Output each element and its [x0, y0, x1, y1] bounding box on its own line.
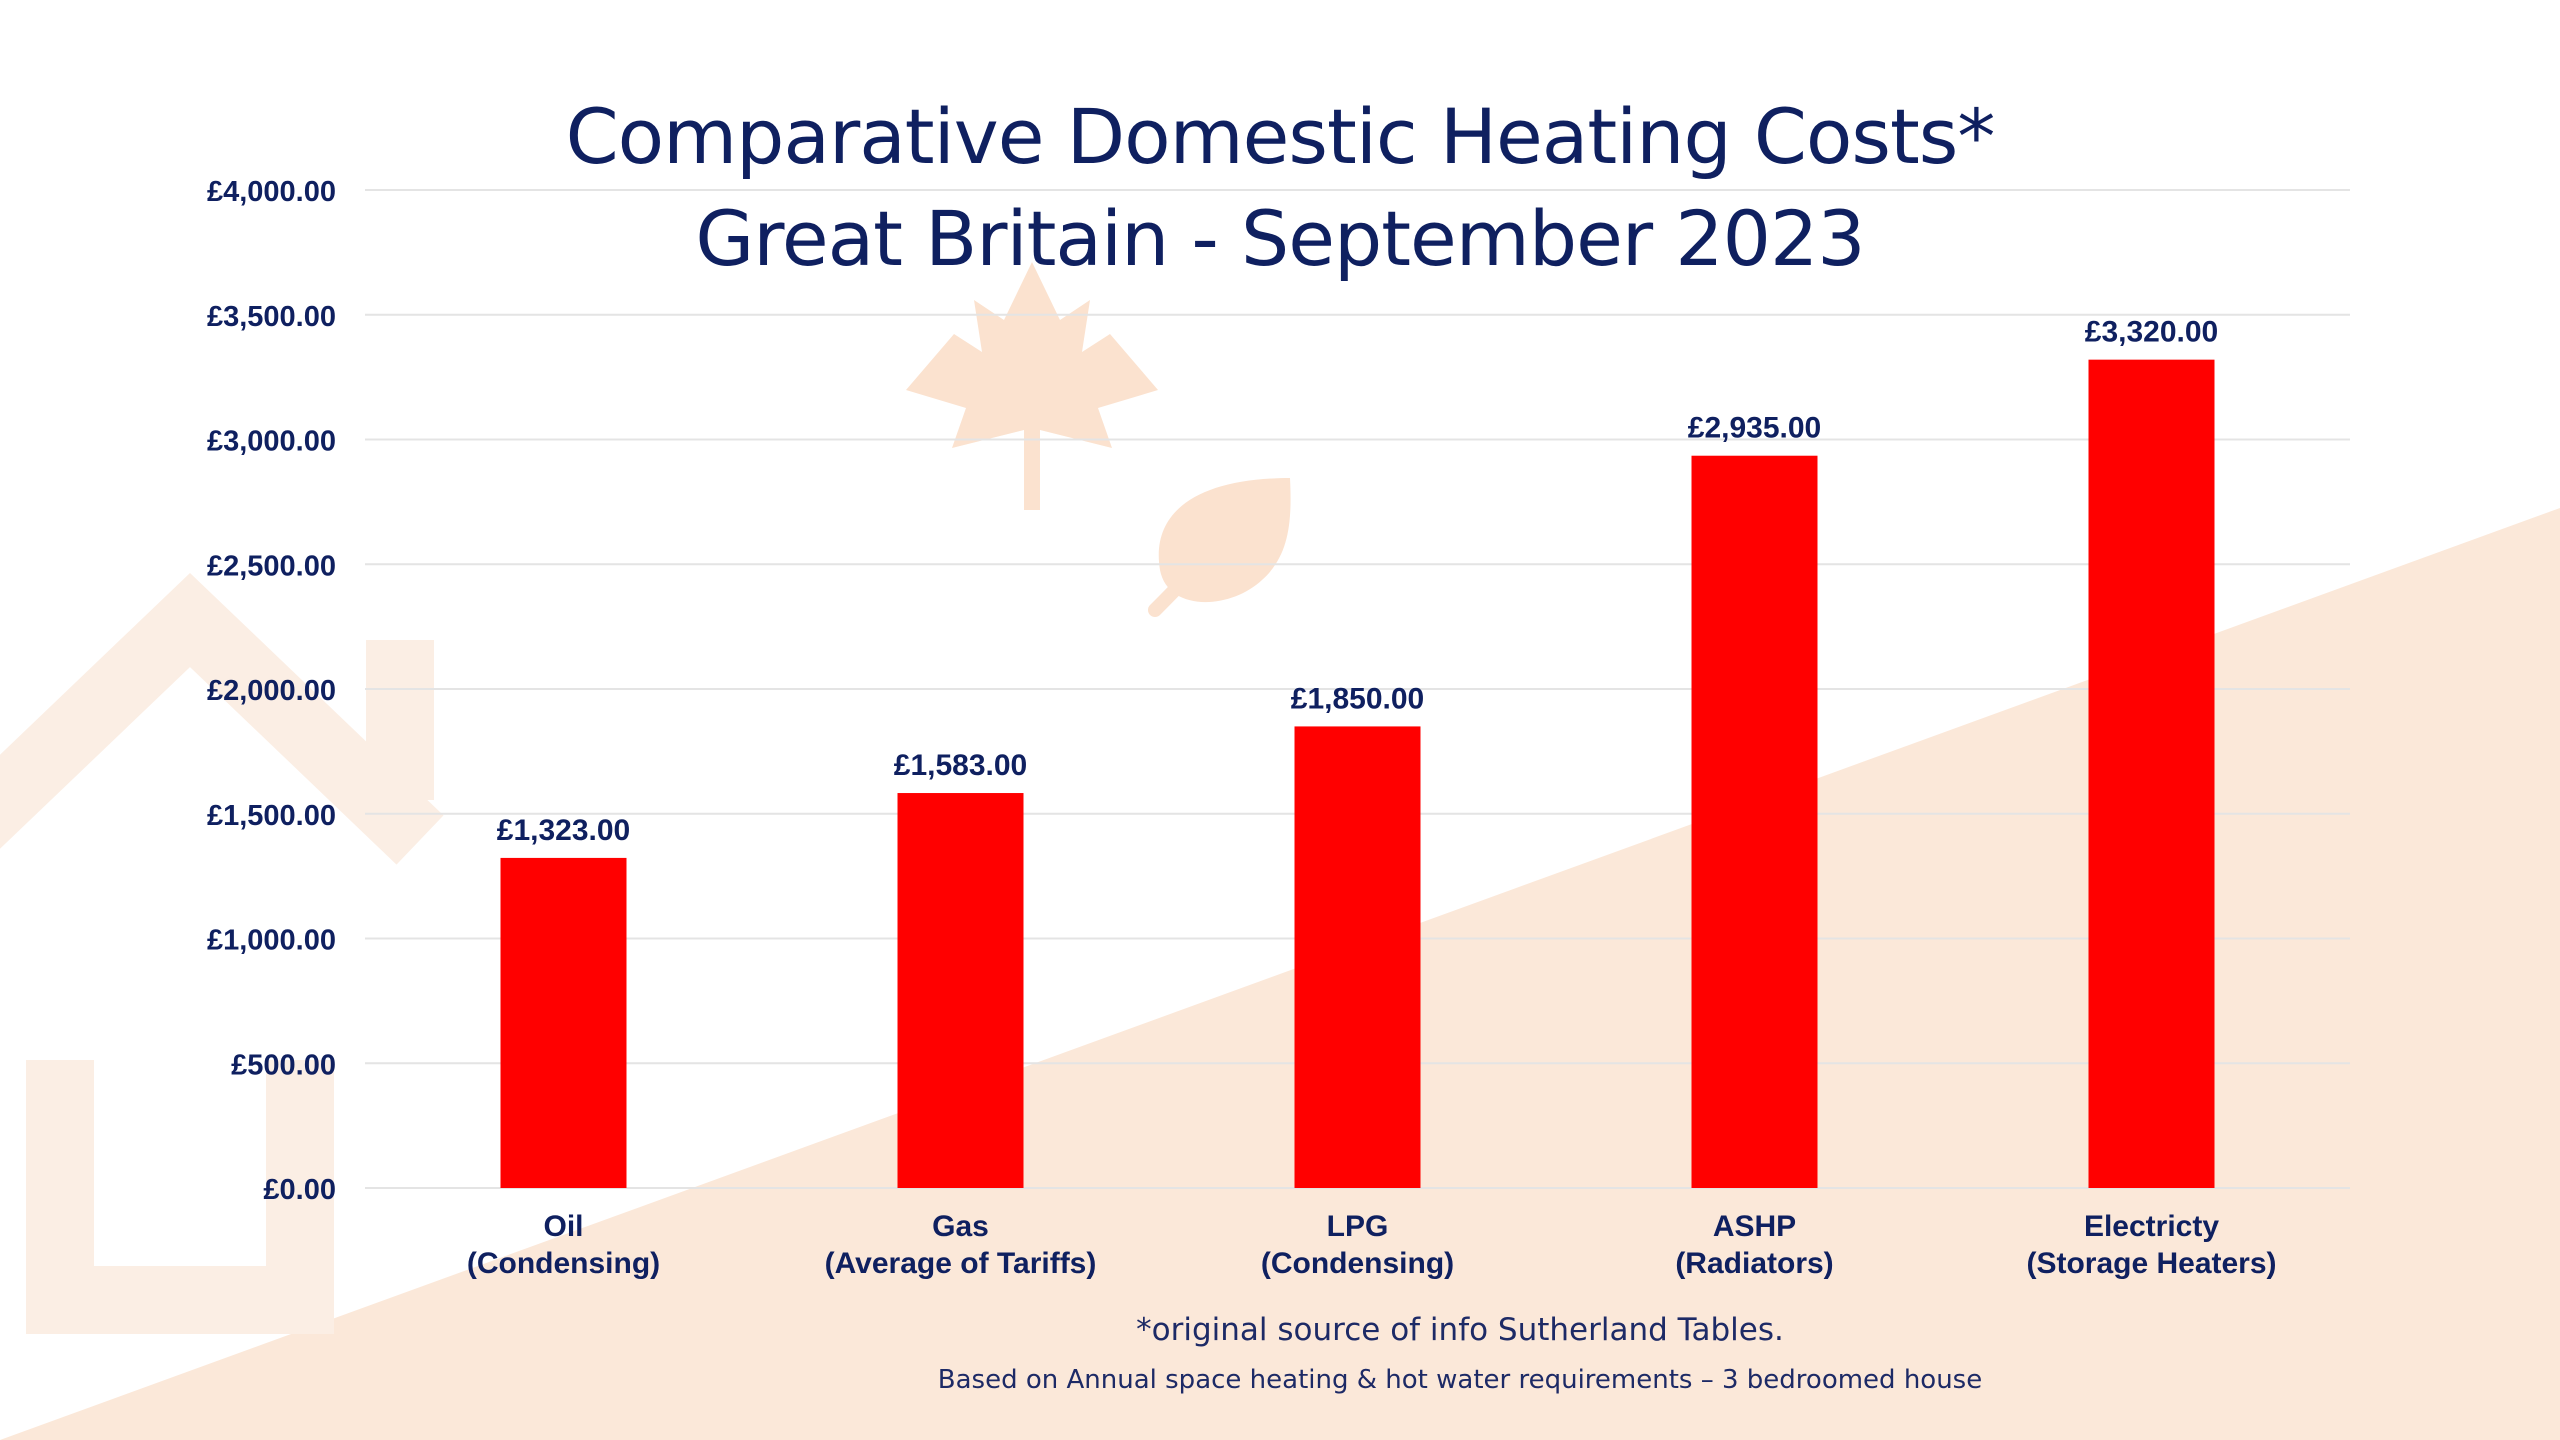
bar: [1691, 455, 1818, 1188]
y-axis: £0.00 £500.00 £1,000.00 £1,500.00 £2,000.00 £…: [207, 176, 336, 1206]
chart-subtitle: Great Britain - September 2023: [695, 194, 1865, 283]
bar: [500, 857, 627, 1188]
bar-value-label: £1,850.00: [1291, 682, 1424, 715]
maple-leaf-icon: [906, 262, 1158, 510]
y-tick-label: £4,000.00: [207, 176, 336, 208]
basis-footnote: Based on Annual space heating & hot wate…: [937, 1365, 1983, 1395]
y-tick-label: £3,500.00: [207, 301, 336, 333]
bar: [897, 793, 1024, 1188]
x-tick-label: (Storage Heaters): [2026, 1247, 2276, 1280]
bar-value-label: £3,320.00: [2085, 316, 2218, 349]
y-tick-label: £1,000.00: [207, 925, 336, 957]
y-tick-label: £2,000.00: [207, 675, 336, 707]
x-tick-label: (Average of Tariffs): [825, 1247, 1097, 1280]
y-tick-label: £1,500.00: [207, 800, 336, 832]
x-axis: Oil (Condensing) Gas (Average of Tariffs) LP…: [467, 1210, 2277, 1280]
bar-value-label: £2,935.00: [1688, 412, 1821, 445]
bars: [500, 359, 2215, 1188]
house-icon: [0, 572, 444, 1334]
bar: [1294, 726, 1421, 1188]
leaf-icon: [1148, 478, 1291, 617]
y-tick-label: £3,000.00: [207, 426, 336, 458]
bar-value-label: £1,323.00: [497, 814, 630, 847]
x-tick-label: Electricty: [2084, 1210, 2219, 1243]
source-footnote: *original source of info Sutherland Tabl…: [1136, 1312, 1784, 1348]
x-tick-label: LPG: [1327, 1210, 1389, 1243]
x-tick-label: ASHP: [1713, 1210, 1796, 1243]
background-slope: [0, 508, 2560, 1440]
x-tick-label: (Radiators): [1675, 1247, 1833, 1280]
x-tick-label: Oil: [543, 1210, 583, 1243]
x-tick-label: (Condensing): [1261, 1247, 1454, 1280]
y-tick-label: £0.00: [263, 1174, 336, 1206]
data-labels: £1,323.00 £1,583.00 £1,850.00 £2,935.00 £3,3…: [497, 316, 2218, 847]
bar: [2088, 359, 2215, 1188]
y-tick-label: £2,500.00: [207, 550, 336, 582]
x-tick-label: Gas: [932, 1210, 989, 1243]
bar-value-label: £1,583.00: [894, 749, 1027, 782]
y-tick-label: £500.00: [231, 1049, 336, 1081]
x-tick-label: (Condensing): [467, 1247, 660, 1280]
chart-title: Comparative Domestic Heating Costs*: [565, 92, 1996, 181]
